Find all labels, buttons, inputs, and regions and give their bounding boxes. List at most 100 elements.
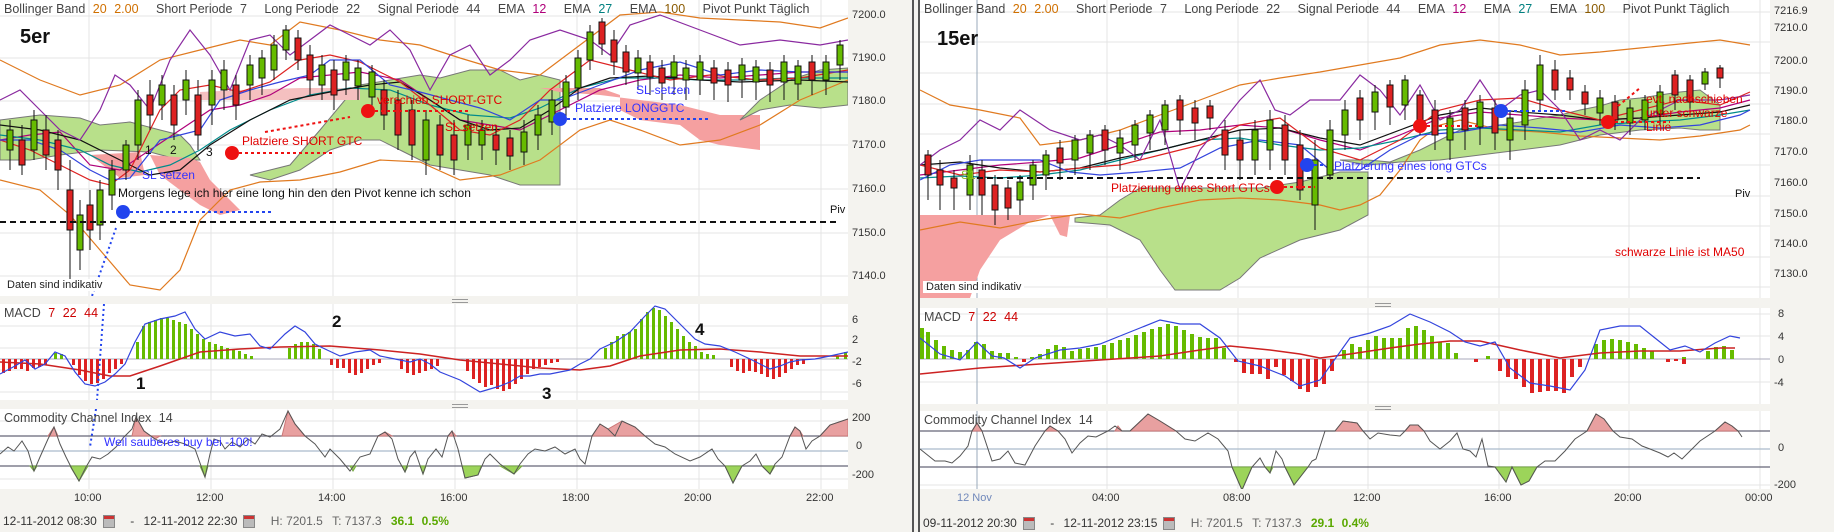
annotation-place-short-gtc: Platziere SHORT GTC: [242, 134, 363, 148]
date-range-bar-15min: 09-11-2012 20:30 - 12-11-2012 23:15 H: 7…: [923, 516, 1369, 531]
price-tick: 7140.0: [1774, 238, 1808, 250]
macd-legend-15min: MACD 7 22 44: [924, 310, 1022, 324]
annotation-push-2: unter schwarze: [1646, 106, 1728, 120]
date-separator: -: [130, 514, 135, 528]
price-tick: 7200.0: [1774, 55, 1808, 67]
date-separator: -: [1050, 516, 1055, 530]
chart-title-5min: 5er: [20, 26, 51, 48]
cci-plot-5min[interactable]: Commodity Channel Index 14 Weil sauberes…: [0, 409, 848, 489]
price-axis-5min: 7200.0 7190.0 7180.0 7170.0 7160.0 7150.…: [852, 0, 912, 296]
calendar-icon[interactable]: [243, 515, 256, 529]
data-indicative-note: Daten sind indikativ: [4, 279, 106, 291]
time-tick: 12 Nov: [957, 492, 992, 504]
cci-tick: -200: [1774, 479, 1797, 491]
cci-tick: 0: [1778, 442, 1785, 454]
macd-param-1: 7: [48, 306, 56, 320]
macd-mark-3: 3: [542, 384, 552, 400]
date-to[interactable]: 12-11-2012 22:30: [143, 514, 238, 528]
date-range-bar-5min: 12-11-2012 08:30 - 12-11-2012 22:30 H: 7…: [3, 514, 449, 529]
time-tick: 20:00: [1614, 492, 1642, 504]
annotation-long-gtcs: Platzierung eines long GTCs: [1334, 159, 1487, 173]
legend-short-value: 7: [1159, 2, 1167, 16]
price-axis-15min: 7216.9 7210.0 7200.0 7190.0 7180.0 7170.…: [1774, 0, 1834, 298]
low-value: T: 7137.3: [332, 514, 382, 528]
price-plot-15min[interactable]: 15er Bollinger Band 20 2.00 Short Period…: [920, 0, 1770, 298]
price-tick: 7160.0: [852, 183, 886, 195]
price-plot-5min[interactable]: 5er Bollinger Band 20 2.00 Short Periode…: [0, 0, 848, 296]
change-value: 29.1: [1310, 516, 1335, 530]
annotation-number-3: 3: [206, 145, 213, 159]
cci-plot-15min[interactable]: Commodity Channel Index 14: [920, 411, 1770, 489]
macd-chart-svg: [0, 304, 848, 400]
legend-bollinger-period: 20: [1012, 2, 1027, 16]
cci-axis-15min: 0 -200: [1774, 411, 1834, 491]
high-value: H: 7201.5: [270, 514, 323, 528]
price-tick: 7140.0: [852, 270, 886, 282]
cci-period: 14: [158, 411, 173, 425]
calendar-icon[interactable]: [1163, 517, 1176, 531]
chart-panel-15min: 15er Bollinger Band 20 2.00 Short Period…: [920, 0, 1834, 532]
cci-label: Commodity Channel Index: [4, 411, 152, 425]
price-tick: 7190.0: [852, 52, 886, 64]
cci-chart-svg: [0, 409, 848, 489]
date-to[interactable]: 12-11-2012 23:15: [1063, 516, 1158, 530]
change-value: 36.1: [390, 514, 415, 528]
legend-ema-label: EMA: [1483, 2, 1511, 16]
legend-ema-label: EMA: [497, 2, 525, 16]
annotation-ma50: schwarze Linie ist MA50: [1615, 245, 1745, 259]
chart-title-15min: 15er: [937, 28, 979, 50]
price-chart-svg: [920, 0, 1770, 298]
calendar-icon[interactable]: [1022, 517, 1035, 531]
legend-ema100: 100: [664, 2, 686, 16]
date-from[interactable]: 09-11-2012 20:30: [923, 516, 1017, 530]
time-tick: 16:00: [440, 492, 468, 504]
legend-signal-period: Signal Periode: [1297, 2, 1379, 16]
annotation-sl-set-1: SL setzen: [142, 168, 195, 182]
cci-label: Commodity Channel Index: [924, 413, 1072, 427]
legend-ema100: 100: [1584, 2, 1606, 16]
legend-long-value: 22: [1266, 2, 1281, 16]
macd-tick: 2: [852, 334, 859, 346]
pivot-label: Piv: [1735, 188, 1751, 200]
time-tick: 22:00: [806, 492, 834, 504]
time-tick: 16:00: [1484, 492, 1512, 504]
time-tick: 08:00: [1223, 492, 1251, 504]
date-from[interactable]: 12-11-2012 08:30: [3, 514, 97, 528]
legend-pivot: Pivot Punkt Täglich: [1622, 2, 1730, 16]
macd-param-3: 44: [1004, 310, 1019, 324]
macd-mark-2: 2: [332, 312, 342, 331]
s1-label: S1: [961, 168, 976, 182]
macd-axis-15min: 8 4 0 -4: [1774, 308, 1834, 404]
legend-bollinger-dev: 2.00: [114, 2, 139, 16]
panel-divider[interactable]: [912, 0, 920, 532]
legend-long-period: Long Periode: [1184, 2, 1259, 16]
price-chart-svg: [0, 0, 848, 296]
macd-param-2: 22: [62, 306, 77, 320]
calendar-icon[interactable]: [102, 515, 115, 529]
time-tick: 20:00: [684, 492, 712, 504]
legend-ema12: 12: [532, 2, 547, 16]
change-percent: 0.5%: [421, 514, 449, 528]
cci-legend-5min: Commodity Channel Index 14: [4, 411, 177, 425]
time-tick: 18:00: [562, 492, 590, 504]
macd-tick: 8: [1778, 308, 1785, 320]
pivot-label: Piv: [830, 204, 846, 216]
annotation-sl-set-2: SL setzen: [445, 120, 498, 134]
legend-ema-label: EMA: [563, 2, 591, 16]
legend-signal-value: 44: [1386, 2, 1401, 16]
cci-axis-5min: 200 0 -200: [852, 409, 912, 489]
macd-plot-5min[interactable]: MACD 7 22 44 1 2 3 4: [0, 304, 848, 400]
price-tick: 7180.0: [1774, 115, 1808, 127]
macd-mark-4: 4: [695, 320, 705, 339]
annotation-push-1: evt. nachschieben: [1646, 92, 1743, 106]
annotation-short-gtcs: Platzierung eines Short GTCs: [1111, 181, 1270, 195]
legend-long-value: 22: [346, 2, 361, 16]
price-tick: 7180.0: [852, 95, 886, 107]
time-tick: 12:00: [196, 492, 224, 504]
annotation-number-2: 2: [170, 143, 177, 157]
price-tick: 7150.0: [1774, 208, 1808, 220]
legend-bollinger-dev: 2.00: [1034, 2, 1059, 16]
price-tick: 7190.0: [1774, 85, 1808, 97]
indicator-legend-5min: Bollinger Band 20 2.00 Short Periode 7 L…: [4, 2, 813, 16]
macd-plot-15min[interactable]: MACD 7 22 44: [920, 308, 1770, 404]
